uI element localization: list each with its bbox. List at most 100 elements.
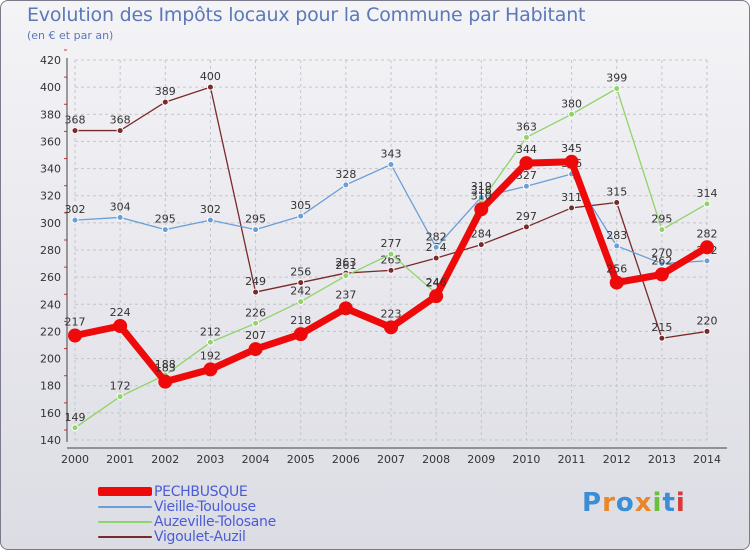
x-tick-label: 2005	[287, 453, 315, 466]
x-tick-label: 2006	[332, 453, 360, 466]
data-point	[116, 393, 124, 401]
data-label: 319	[471, 180, 492, 193]
data-label: 304	[110, 200, 131, 213]
data-point	[658, 226, 666, 234]
y-tick-label: 300	[40, 217, 61, 230]
data-point	[342, 272, 350, 280]
data-label: 223	[381, 307, 402, 320]
y-tick-label: 280	[40, 244, 61, 257]
data-label: 295	[245, 213, 266, 226]
legend-item: Vigoulet-Auzil	[98, 528, 276, 545]
data-label: 310	[471, 189, 492, 202]
y-tick-label: 220	[40, 325, 61, 338]
y-tick-label: 360	[40, 135, 61, 148]
data-label: 305	[290, 199, 311, 212]
data-point	[477, 241, 485, 249]
x-tick-label: 2008	[422, 453, 450, 466]
y-tick-label: 400	[40, 81, 61, 94]
data-label: 302	[200, 203, 221, 216]
x-tick-label: 2007	[377, 453, 405, 466]
data-label: 262	[651, 254, 672, 267]
data-point	[116, 127, 124, 135]
data-point	[387, 250, 395, 258]
data-label: 212	[200, 325, 221, 338]
x-tick-label: 2000	[61, 453, 89, 466]
data-point	[384, 320, 398, 335]
x-tick-label: 2011	[558, 453, 586, 466]
data-point	[432, 254, 440, 262]
data-label: 149	[65, 411, 86, 424]
logo-letter: r	[602, 488, 616, 518]
data-point	[387, 161, 395, 168]
data-label: 192	[200, 349, 221, 362]
data-label: 263	[335, 256, 356, 269]
y-tick-label: 260	[40, 271, 61, 284]
data-point	[429, 289, 444, 304]
y-tick-label: 180	[40, 380, 61, 393]
data-label: 237	[335, 288, 356, 301]
data-point	[297, 212, 305, 220]
data-label: 363	[516, 120, 537, 133]
data-point	[113, 319, 128, 333]
legend-swatch	[98, 535, 152, 538]
y-tick-label: 200	[40, 353, 61, 366]
logo-letter: i	[652, 488, 663, 518]
x-tick-label: 2014	[693, 453, 721, 466]
data-point	[252, 319, 260, 327]
data-point	[564, 154, 579, 169]
data-point	[613, 199, 621, 206]
x-tick-label: 2012	[603, 453, 631, 466]
data-label: 220	[697, 314, 718, 327]
logo-letter: o	[615, 488, 635, 518]
data-label: 297	[516, 210, 537, 223]
data-label: 215	[651, 321, 672, 334]
data-point	[703, 257, 711, 265]
data-point	[252, 226, 260, 234]
legend-label: Vieille-Toulouse	[154, 498, 256, 515]
data-point	[613, 242, 621, 250]
data-label: 344	[516, 143, 537, 156]
chart-subtitle: (en € et par an)	[27, 29, 114, 42]
data-label: 282	[426, 230, 447, 243]
data-label: 261	[335, 259, 356, 272]
x-tick-label: 2004	[242, 453, 270, 466]
data-point	[248, 342, 263, 357]
logo-letter: x	[634, 488, 653, 518]
proxiti-logo: Proxiti	[582, 488, 686, 518]
legend-item: PECHBUSQUE	[98, 483, 276, 500]
data-point	[519, 156, 534, 171]
legend-label: PECHBUSQUE	[154, 483, 248, 500]
data-label: 295	[651, 213, 672, 226]
data-point	[387, 266, 395, 274]
data-point	[522, 223, 530, 231]
data-label: 217	[65, 316, 86, 329]
legend-label: Vigoulet-Auzil	[154, 528, 246, 545]
data-label: 256	[290, 266, 311, 279]
logo-letter: P	[582, 488, 603, 518]
data-point	[206, 216, 214, 224]
data-point	[297, 298, 305, 306]
data-label: 368	[65, 114, 86, 127]
data-label: 224	[110, 306, 131, 319]
data-point	[203, 362, 218, 377]
data-point	[477, 193, 485, 201]
data-label: 256	[606, 263, 627, 276]
y-tick-label: 140	[40, 434, 61, 447]
data-point	[161, 98, 169, 106]
legend-swatch	[98, 487, 152, 496]
data-point	[700, 240, 714, 255]
data-label: 380	[561, 97, 582, 110]
legend-swatch	[98, 520, 152, 523]
x-tick-label: 2003	[196, 453, 224, 466]
chart-title: Evolution des Impôts locaux pour la Comm…	[27, 4, 586, 26]
data-point	[342, 181, 350, 189]
legend-swatch	[98, 505, 152, 508]
data-label: 246	[426, 276, 447, 289]
y-tick-label: 380	[40, 108, 61, 121]
data-point	[206, 338, 214, 346]
data-label: 242	[290, 285, 311, 298]
data-label: 188	[155, 358, 176, 371]
data-label: 316	[471, 184, 492, 197]
